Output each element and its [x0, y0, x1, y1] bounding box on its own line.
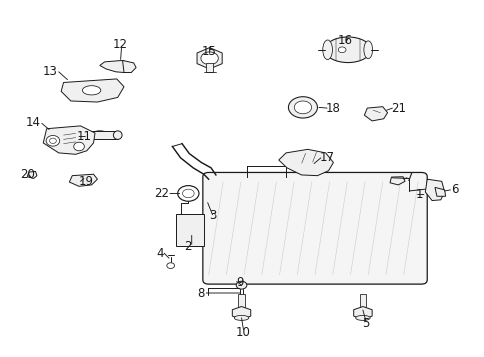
- Circle shape: [200, 52, 218, 65]
- Text: 17: 17: [319, 151, 334, 164]
- Text: 18: 18: [325, 102, 340, 115]
- Polygon shape: [232, 307, 250, 319]
- Circle shape: [177, 186, 198, 201]
- Text: 19: 19: [79, 175, 94, 188]
- Polygon shape: [363, 107, 387, 121]
- Circle shape: [294, 101, 311, 114]
- Text: 1: 1: [415, 188, 422, 201]
- Circle shape: [236, 281, 246, 289]
- Ellipse shape: [78, 131, 86, 139]
- Polygon shape: [389, 177, 404, 185]
- Text: 21: 21: [391, 102, 406, 115]
- Circle shape: [288, 97, 317, 118]
- Ellipse shape: [363, 41, 372, 59]
- Ellipse shape: [113, 131, 122, 139]
- Ellipse shape: [355, 316, 369, 320]
- Polygon shape: [100, 60, 131, 72]
- Circle shape: [182, 189, 194, 198]
- Polygon shape: [122, 60, 136, 72]
- Text: 11: 11: [77, 130, 92, 143]
- Ellipse shape: [49, 138, 56, 144]
- Circle shape: [337, 47, 345, 52]
- Bar: [175, 214, 203, 246]
- Ellipse shape: [324, 37, 370, 62]
- Bar: [238, 294, 244, 308]
- Ellipse shape: [322, 40, 332, 60]
- Bar: [82, 131, 118, 139]
- Polygon shape: [434, 187, 445, 196]
- Ellipse shape: [46, 135, 60, 146]
- Ellipse shape: [82, 86, 101, 95]
- Polygon shape: [61, 79, 124, 102]
- Text: 14: 14: [25, 116, 40, 129]
- Text: 20: 20: [20, 168, 35, 181]
- Text: 10: 10: [236, 326, 250, 339]
- Polygon shape: [43, 126, 95, 154]
- Text: 16: 16: [337, 34, 352, 47]
- Text: 6: 6: [451, 183, 458, 196]
- Bar: [359, 294, 365, 308]
- Text: 9: 9: [236, 276, 243, 289]
- Text: 4: 4: [156, 247, 164, 260]
- Polygon shape: [69, 174, 97, 186]
- Polygon shape: [353, 307, 371, 319]
- Ellipse shape: [91, 131, 109, 139]
- Text: 8: 8: [197, 287, 204, 300]
- Ellipse shape: [74, 142, 84, 151]
- Polygon shape: [278, 149, 333, 176]
- Text: 3: 3: [209, 209, 216, 222]
- Circle shape: [166, 263, 174, 268]
- Polygon shape: [424, 179, 444, 201]
- Polygon shape: [290, 100, 315, 117]
- Ellipse shape: [234, 316, 248, 320]
- Text: 2: 2: [184, 240, 192, 252]
- Text: 15: 15: [201, 45, 216, 58]
- FancyBboxPatch shape: [202, 172, 426, 284]
- Bar: [205, 63, 213, 72]
- Polygon shape: [197, 47, 222, 69]
- Text: 5: 5: [362, 317, 369, 330]
- Text: 7: 7: [405, 171, 412, 184]
- Text: 12: 12: [113, 37, 128, 51]
- Text: 22: 22: [154, 187, 168, 200]
- Text: 13: 13: [43, 65, 58, 78]
- Polygon shape: [27, 171, 37, 178]
